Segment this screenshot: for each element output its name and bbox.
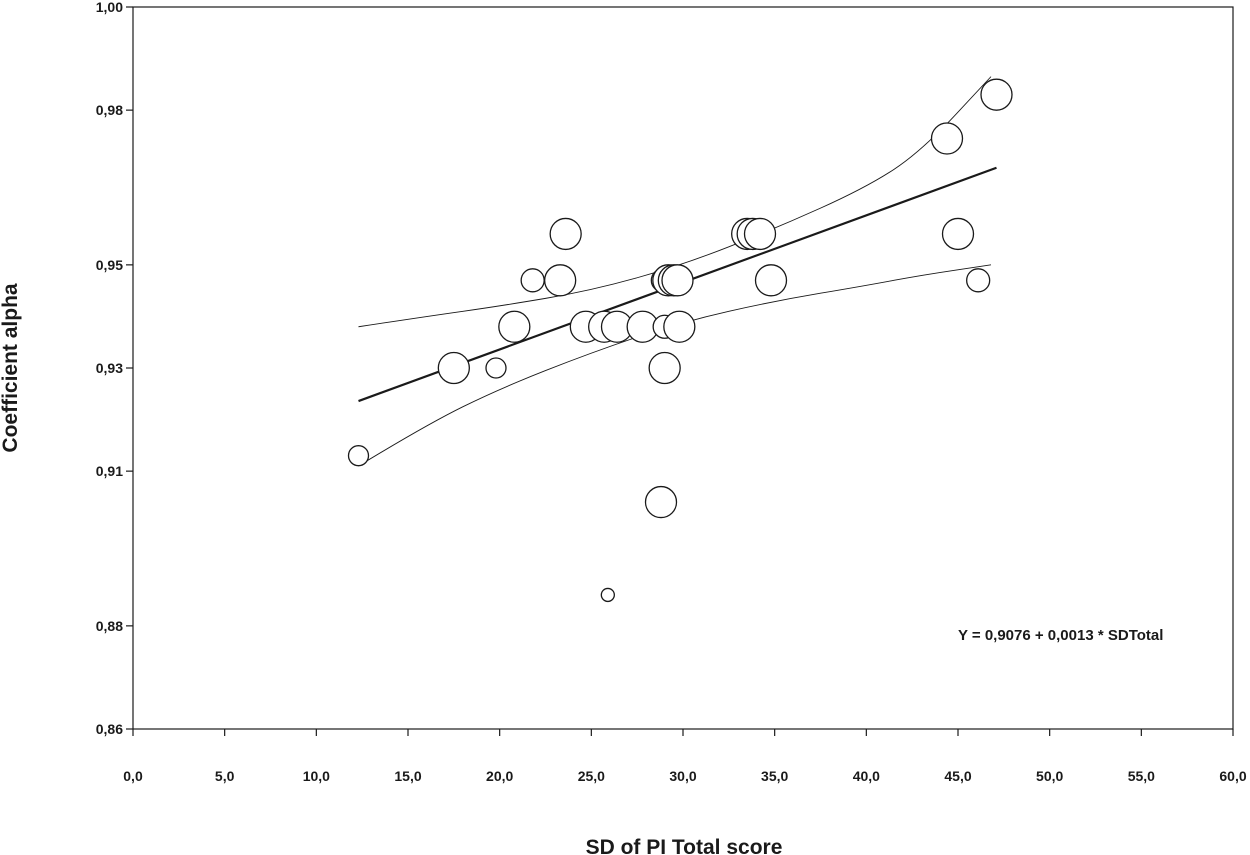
data-point [600,587,615,603]
data-point [485,357,507,379]
x-tick-label: 35,0 [761,768,788,784]
data-point [966,268,991,293]
data-point [743,217,777,251]
data-points [347,78,1013,603]
y-tick-label: 0,91 [96,463,123,479]
x-tick-label: 20,0 [486,768,513,784]
x-tick-label: 60,0 [1219,768,1246,784]
data-point [663,310,696,343]
data-point [498,310,531,343]
y-tick-label: 0,93 [96,360,123,376]
y-tick-label: 1,00 [96,0,123,15]
confidence-upper-line [358,76,992,328]
y-tick-label: 0,95 [96,257,123,273]
data-point [661,264,694,297]
y-tick-label: 0,98 [96,102,123,118]
data-point [980,78,1013,111]
x-tick-label: 50,0 [1036,768,1063,784]
data-point [930,122,964,155]
x-axis-title: SD of PI Total score [586,836,783,855]
y-tick-label: 0,88 [96,618,123,634]
x-tick-label: 40,0 [853,768,880,784]
data-point [644,485,678,519]
x-tick-label: 5,0 [215,768,235,784]
plot-border [132,6,1234,730]
x-tick-label: 30,0 [669,768,696,784]
data-point [941,217,975,251]
x-tick-label: 0,0 [123,768,143,784]
x-tick-label: 45,0 [944,768,971,784]
y-tick-label: 0,86 [96,721,123,737]
data-point [437,351,470,385]
x-tick-label: 25,0 [578,768,605,784]
y-axis-ticks: 1,00 0,98 0,95 0,93 0,91 0,88 0,86 [96,0,133,737]
data-point [549,217,582,251]
data-point [754,264,788,297]
x-axis-ticks: 0,0 5,0 10,0 15,0 20,0 25,0 30,0 35,0 40,0 45,0 50… [123,729,1247,784]
y-axis-title: Coefficient alpha [0,283,22,453]
regression-equation: Y = 0,9076 + 0,0013 * SDTotal [958,627,1163,644]
data-point [544,264,577,297]
data-point [520,268,545,293]
x-tick-label: 55,0 [1128,768,1155,784]
data-point [648,351,681,385]
plot-frame [132,6,1234,730]
data-point [347,445,370,467]
x-tick-label: 10,0 [303,768,330,784]
x-tick-label: 15,0 [394,768,421,784]
